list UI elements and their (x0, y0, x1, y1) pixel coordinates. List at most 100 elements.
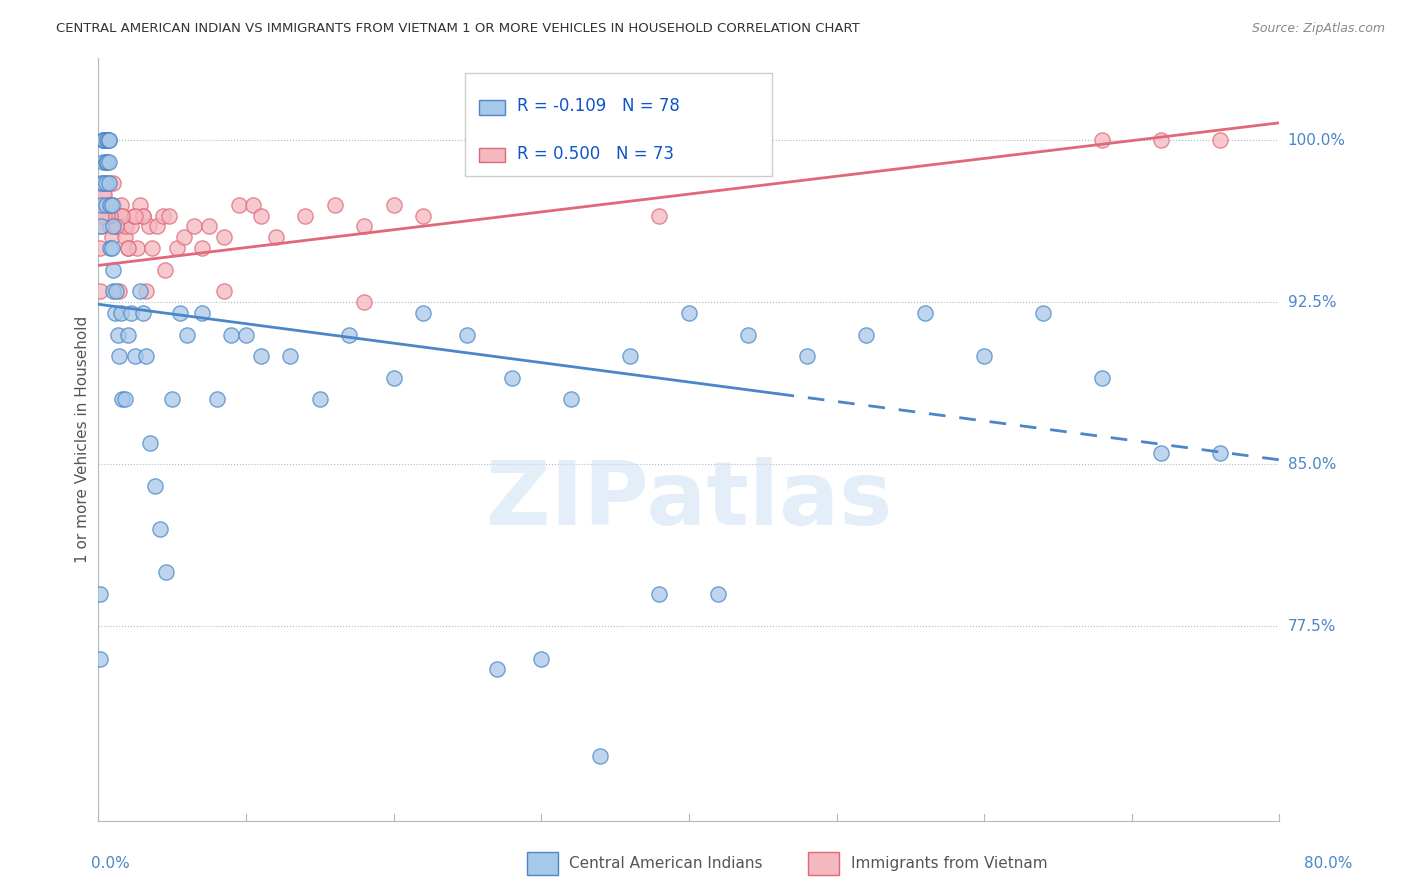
Point (125, 241, 148, 255)
Point (183, 219, 205, 234)
Point (1209, 133, 1232, 147)
Text: R = 0.500   N = 73: R = 0.500 N = 73 (516, 145, 673, 162)
Point (457, 327, 479, 342)
Point (173, 230, 195, 244)
Point (90, 219, 112, 234)
Point (124, 209, 146, 223)
Point (122, 209, 145, 223)
Point (98, 198, 121, 212)
Point (1209, 446, 1232, 460)
Point (1032, 306, 1054, 320)
Text: 100.0%: 100.0% (1288, 133, 1346, 147)
Point (91, 198, 114, 212)
Point (110, 306, 132, 320)
Point (1091, 133, 1114, 147)
Bar (527, 853, 558, 874)
Point (98, 198, 121, 212)
Point (114, 230, 136, 244)
Point (117, 241, 139, 255)
Point (117, 241, 139, 255)
Point (198, 219, 221, 234)
Point (103, 176, 125, 190)
Point (97, 133, 120, 147)
Point (166, 241, 188, 255)
Point (619, 349, 641, 363)
Point (560, 392, 582, 407)
Point (108, 285, 131, 299)
Point (191, 241, 214, 255)
Point (353, 295, 375, 310)
Point (124, 349, 146, 363)
Point (280, 349, 302, 363)
Point (103, 262, 125, 277)
Point (117, 327, 139, 342)
Point (103, 285, 125, 299)
Point (98, 241, 121, 255)
Point (112, 219, 135, 234)
FancyBboxPatch shape (464, 73, 772, 177)
Point (105, 219, 128, 234)
Point (530, 651, 553, 665)
Point (132, 209, 155, 223)
Point (169, 306, 191, 320)
Point (93, 176, 115, 190)
Point (100, 198, 122, 212)
Point (132, 209, 155, 223)
Point (212, 285, 235, 299)
Text: Central American Indians: Central American Indians (569, 856, 763, 871)
Text: R = -0.109   N = 78: R = -0.109 N = 78 (516, 97, 679, 115)
Point (107, 219, 129, 234)
Point (135, 285, 157, 299)
Point (1150, 133, 1173, 147)
Point (486, 662, 509, 676)
Point (96, 154, 118, 169)
Point (93, 187, 115, 202)
Point (1150, 446, 1173, 460)
Point (89, 651, 111, 665)
Text: 0.0%: 0.0% (91, 856, 131, 871)
Point (138, 219, 160, 234)
Point (103, 219, 125, 234)
Text: 85.0%: 85.0% (1288, 457, 1336, 472)
Point (128, 285, 150, 299)
Point (412, 209, 434, 223)
Point (104, 306, 127, 320)
Point (111, 209, 134, 223)
Point (103, 198, 125, 212)
Point (221, 327, 243, 342)
Point (1091, 370, 1114, 384)
Point (96, 133, 118, 147)
Point (162, 392, 183, 407)
Text: 92.5%: 92.5% (1288, 294, 1336, 310)
Text: Immigrants from Vietnam: Immigrants from Vietnam (851, 856, 1047, 871)
Point (128, 198, 150, 212)
Point (146, 219, 169, 234)
Point (97, 133, 120, 147)
FancyBboxPatch shape (478, 100, 505, 114)
Point (96, 209, 118, 223)
Bar (808, 853, 839, 874)
Point (855, 327, 877, 342)
Point (104, 209, 127, 223)
Point (108, 349, 131, 363)
Text: Source: ZipAtlas.com: Source: ZipAtlas.com (1251, 22, 1385, 36)
Point (648, 209, 671, 223)
Point (139, 435, 162, 450)
Point (89, 285, 111, 299)
Point (93, 133, 115, 147)
Point (143, 479, 166, 493)
Point (94, 133, 117, 147)
Point (294, 209, 316, 223)
Point (132, 306, 155, 320)
Point (152, 209, 174, 223)
Point (153, 262, 176, 277)
Point (382, 370, 405, 384)
Point (589, 748, 612, 763)
Point (339, 327, 361, 342)
Point (914, 306, 936, 320)
Point (105, 285, 128, 299)
Point (90, 198, 112, 212)
Point (973, 349, 995, 363)
Point (323, 198, 346, 212)
Point (89, 241, 111, 255)
